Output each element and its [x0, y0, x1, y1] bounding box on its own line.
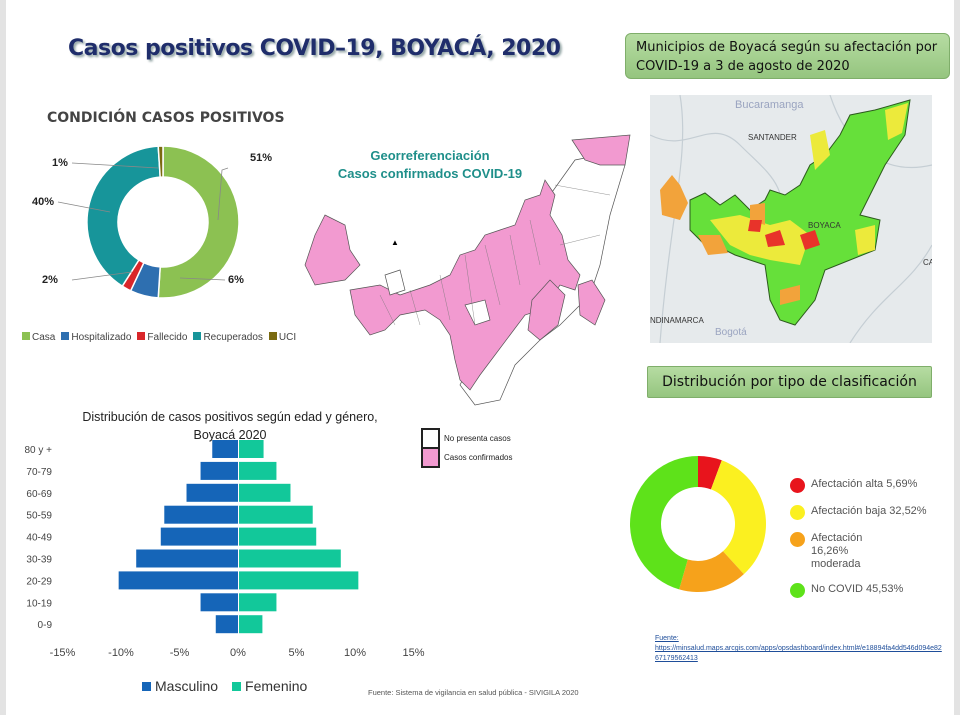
label-hospitalizado: 6% — [228, 274, 244, 286]
pyramid-legend: Masculino Femenino — [142, 678, 307, 694]
x-tick-label: 5% — [289, 647, 305, 659]
x-tick-label: 10% — [344, 647, 366, 659]
age-label: 10-19 — [26, 598, 52, 609]
georef-title-line2: Casos confirmados COVID-19 — [337, 166, 523, 181]
age-label: 0-9 — [38, 620, 53, 631]
age-label: 30-39 — [26, 555, 52, 566]
bar-masculino — [215, 615, 238, 634]
bar-femenino — [239, 593, 277, 612]
legend-recuperados: Recuperados — [193, 332, 263, 343]
bar-femenino — [239, 440, 264, 458]
page-title: Casos positivos COVID–19, BOYACÁ, 2020 — [68, 36, 561, 61]
red-dot-icon — [790, 478, 805, 493]
slice-afectación-alta — [698, 456, 722, 490]
age-label: 40-49 — [26, 533, 52, 544]
bar-masculino — [186, 483, 238, 502]
bar-masculino — [200, 593, 238, 612]
classification-title-box: Distribución por tipo de clasificación — [647, 366, 932, 398]
x-tick-label: 0% — [230, 647, 246, 659]
label-boyaca: BOYACA — [808, 221, 841, 230]
legend-no-covid: No COVID 45,53% — [790, 583, 936, 598]
legend-femenino: Femenino — [232, 678, 307, 694]
bar-femenino — [239, 549, 341, 568]
orange-dot-icon — [790, 532, 805, 547]
x-tick-label: -5% — [170, 647, 190, 659]
age-label: 50-59 — [26, 511, 52, 522]
georef-title: Georreferenciación Casos confirmados COV… — [330, 147, 530, 183]
bar-masculino — [164, 505, 238, 524]
x-tick-label: 15% — [402, 647, 424, 659]
slice-recuperados — [86, 145, 161, 288]
label-fallecido: 2% — [42, 274, 58, 286]
age-label: 70-79 — [26, 467, 52, 478]
age-label: 60-69 — [26, 489, 52, 500]
bar-masculino — [160, 527, 238, 546]
x-tick-label: -15% — [50, 647, 76, 659]
pyramid-title: Distribución de casos positivos según ed… — [82, 410, 378, 442]
bar-femenino — [239, 571, 359, 590]
bar-femenino — [239, 505, 313, 524]
age-gender-pyramid: 80 y + 70-79 60-69 50-59 40-49 30-39 20-29 10-1… — [24, 440, 425, 659]
bar-masculino — [200, 461, 238, 480]
condition-donut — [57, 145, 240, 299]
legend-masculino: Masculino — [142, 678, 218, 694]
bar-femenino — [239, 527, 317, 546]
condition-chart-title: CONDICIÓN CASOS POSITIVOS — [47, 110, 285, 126]
label-casa: 51% — [250, 152, 273, 164]
slice-casa — [157, 145, 240, 299]
label-ca: CA — [923, 258, 932, 267]
age-label: 20-29 — [26, 576, 52, 587]
legend-confirmed: Casos confirmados — [421, 447, 512, 468]
slice-uci — [157, 145, 164, 178]
affectation-map: Bucaramanga SANTANDER BOYACA NDINAMARCA … — [650, 95, 932, 343]
legend-afectacion-alta: Afectación alta 5,69% — [790, 478, 936, 493]
municipalities-title-box: Municipios de Boyacá según su afectación… — [625, 33, 950, 79]
bar-femenino — [239, 461, 277, 480]
x-tick-label: -10% — [108, 647, 134, 659]
bar-masculino — [118, 571, 238, 590]
slice-afectación-moderada — [679, 551, 744, 592]
legend-hospitalizado: Hospitalizado — [61, 332, 131, 343]
confirmed-cases-map: ▲ — [304, 134, 631, 406]
legend-afectacion-moderada: Afectación 16,26% moderada — [790, 532, 936, 571]
legend-uci: UCI — [268, 332, 296, 343]
label-bucaramanga: Bucaramanga — [735, 99, 804, 111]
label-cundinamarca: NDINAMARCA — [650, 316, 704, 325]
label-bogota: Bogotá — [715, 327, 747, 338]
bar-femenino — [239, 615, 263, 634]
classification-legend: Afectación alta 5,69% Afectación baja 32… — [790, 478, 936, 610]
label-uci: 1% — [52, 157, 68, 169]
legend-afectacion-baja: Afectación baja 32,52% — [790, 505, 936, 520]
label-recuperados: 40% — [32, 196, 55, 208]
bar-femenino — [239, 483, 291, 502]
bar-masculino — [136, 549, 238, 568]
classification-donut — [630, 456, 766, 592]
green-dot-icon — [790, 583, 805, 598]
condition-legend: Casa Hospitalizado Fallecido Recuperados… — [22, 332, 296, 343]
bar-masculino — [212, 440, 238, 458]
map-legend: No presenta casos Casos confirmados — [421, 428, 512, 468]
slice-no-covid — [630, 456, 698, 590]
pyramid-source: Fuente: Sistema de vigilancia en salud p… — [368, 688, 579, 697]
legend-casa: Casa — [22, 332, 55, 343]
georef-title-line1: Georreferenciación — [370, 148, 490, 163]
legend-fallecido: Fallecido — [137, 332, 187, 343]
north-arrow-icon: ▲ — [391, 238, 399, 247]
slice-afectación-baja — [710, 460, 766, 575]
age-label: 80 y + — [24, 445, 52, 456]
label-santander: SANTANDER — [748, 133, 797, 142]
yellow-dot-icon — [790, 505, 805, 520]
source-link[interactable]: Fuente: https://minsalud.maps.arcgis.com… — [655, 635, 942, 662]
